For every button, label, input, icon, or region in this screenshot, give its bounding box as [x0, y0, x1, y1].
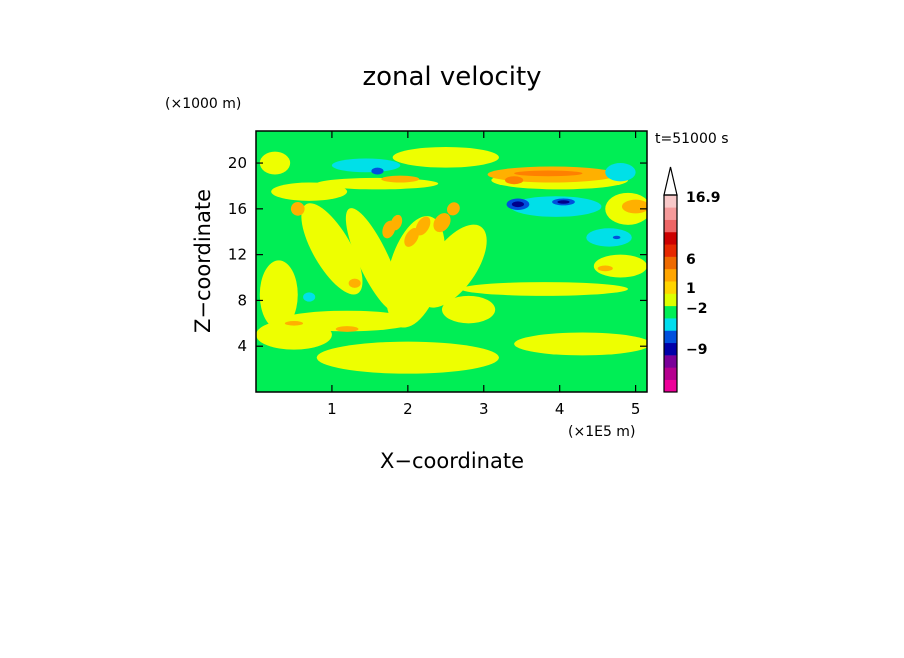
colorbar-labels: 16.9 6 1 −2 −9	[686, 190, 721, 358]
y-axis: 4 8 12 16 20	[228, 154, 647, 355]
chart-title: zonal velocity	[362, 62, 541, 92]
contour-region	[433, 213, 451, 233]
contour-region	[420, 224, 487, 308]
y-tick-label: 8	[237, 291, 247, 309]
colorbar-swatch	[664, 379, 677, 393]
contour-region	[505, 176, 524, 185]
x-tick-label: 4	[555, 400, 565, 418]
contour-region	[586, 228, 632, 247]
contour-region	[259, 260, 298, 330]
colorbar-extension-arrow	[663, 166, 678, 196]
x-tick-label: 2	[403, 400, 413, 418]
colorbar-swatch	[664, 231, 677, 245]
contour-region	[511, 201, 525, 208]
contour-region	[514, 170, 583, 177]
contour-region	[612, 235, 621, 240]
x-axis-title: X−coordinate	[380, 449, 524, 473]
contour-region	[621, 199, 647, 214]
colorbar-swatch	[664, 355, 677, 368]
colorbar-swatch	[664, 330, 677, 344]
contour-region	[442, 295, 496, 324]
colorbar-swatch	[664, 268, 677, 282]
contour-region	[510, 196, 602, 217]
contour-region	[278, 310, 416, 332]
contour-region	[446, 202, 460, 216]
contour-region	[331, 158, 401, 173]
contour-region	[390, 214, 403, 231]
contour-region	[259, 151, 291, 175]
contour-regions	[256, 147, 647, 374]
contour-region	[415, 216, 431, 236]
colorbar-label: 16.9	[686, 190, 721, 206]
x-multiplier-label: (×1E5 m)	[568, 424, 635, 440]
contour-region	[290, 201, 305, 216]
time-label: t=51000 s	[655, 131, 729, 147]
contour-region	[316, 341, 499, 374]
y-axis-title: Z−coordinate	[191, 189, 215, 333]
colorbar: 16.9 6 1 −2 −9	[663, 166, 721, 393]
colorbar-swatch	[664, 293, 677, 307]
x-tick-label: 3	[479, 400, 489, 418]
colorbar-swatches	[664, 195, 677, 393]
colorbar-swatch	[664, 207, 677, 220]
y-multiplier-label: (×1000 m)	[165, 96, 241, 112]
x-tick-label: 5	[631, 400, 641, 418]
colorbar-swatch	[664, 305, 677, 319]
contour-region	[303, 292, 316, 302]
contour-region	[392, 147, 499, 168]
contour-region	[348, 278, 361, 288]
colorbar-swatch	[664, 244, 677, 257]
colorbar-label: −2	[686, 301, 707, 317]
contour-region	[381, 175, 420, 183]
y-tick-label: 16	[228, 200, 247, 218]
colorbar-frame	[663, 194, 678, 393]
contour-region	[593, 254, 647, 278]
contour-region	[404, 228, 420, 247]
x-axis: 1 2 3 4 5	[327, 131, 640, 418]
colorbar-swatch	[664, 281, 677, 294]
contour-region	[301, 203, 363, 295]
contour-region	[371, 167, 384, 175]
y-tick-label: 4	[237, 337, 247, 355]
plot-frame	[255, 130, 648, 393]
contour-region	[284, 321, 304, 326]
y-tick-label: 20	[228, 154, 247, 172]
colorbar-swatch	[664, 219, 677, 233]
contour-region	[460, 282, 629, 296]
colorbar-swatch	[664, 256, 677, 270]
colorbar-swatch	[664, 342, 677, 356]
colorbar-label: 6	[686, 252, 696, 268]
x-tick-label: 1	[327, 400, 337, 418]
contour-region	[335, 326, 359, 332]
contour-region	[514, 332, 647, 356]
colorbar-label: 1	[686, 281, 696, 297]
plot-area	[255, 130, 648, 393]
contour-region	[605, 163, 636, 182]
colorbar-swatch	[664, 318, 677, 331]
y-tick-label: 12	[228, 246, 247, 264]
contour-region	[271, 182, 348, 201]
contour-region	[597, 265, 613, 272]
contour-region	[316, 177, 439, 190]
colorbar-swatch	[664, 195, 677, 208]
colorbar-swatch	[664, 367, 677, 380]
colorbar-label: −9	[686, 342, 707, 358]
contour-region	[557, 200, 570, 204]
